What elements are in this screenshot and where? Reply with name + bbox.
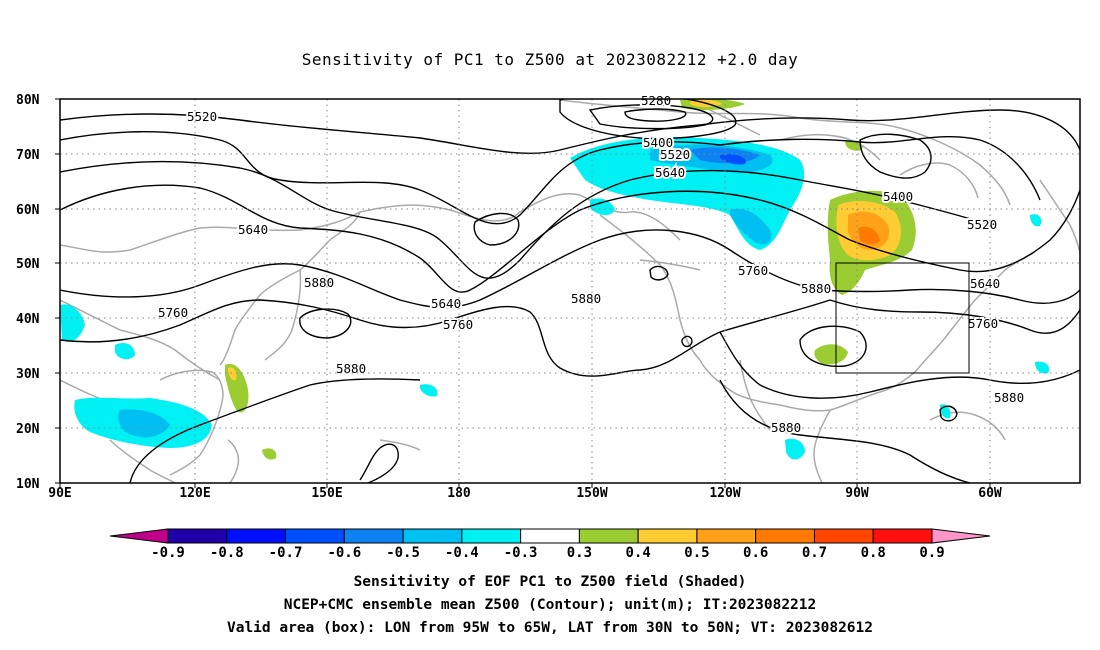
lon-label: 180 [447,486,471,501]
colorbar-swatch [813,528,874,544]
contour-label: 5880 [801,281,831,296]
contour-label: 5400 [643,135,673,150]
colorbar-swatch [755,528,815,544]
colorbar-label: 0.7 [802,545,827,561]
sensitivity-shading [60,99,1050,460]
colorbar-right-arrow [931,528,991,544]
caption-line-2: NCEP+CMC ensemble mean Z500 (Contour); u… [283,597,817,613]
contour-label: 5640 [431,296,461,311]
contour-labels: 5280 5400 5520 5640 5520 5640 5760 5880 … [156,91,1026,437]
contour-label: 5520 [967,217,997,232]
contour-label: 5880 [571,291,601,306]
contour-label: 5280 [641,93,671,108]
contour-label: 5880 [994,390,1024,405]
lat-label: 50N [16,257,40,272]
contour-label: 5520 [660,147,690,162]
colorbar-label: 0.8 [861,545,886,561]
lat-label: 60N [16,203,40,218]
lat-label: 70N [16,148,40,163]
colorbar: -0.9 -0.8 -0.7 -0.6 -0.5 -0.4 -0.3 0.3 0.4 0.5 0.6… [109,528,991,561]
colorbar-label: 0.6 [743,545,768,561]
colorbar-swatch [637,528,698,544]
map-title: Sensitivity of PC1 to Z500 at 2023082212… [301,50,799,69]
contour-label: 5760 [738,263,768,278]
lat-label: 20N [16,422,40,437]
colorbar-swatch [578,528,639,544]
contour-label: 5640 [970,276,1000,291]
lon-label: 120W [709,486,740,501]
contour-label: 5880 [336,361,366,376]
lon-label: 90E [48,486,71,501]
colorbar-swatch [226,528,287,544]
colorbar-swatch [285,528,345,544]
colorbar-swatch [461,528,522,544]
colorbar-label: -0.5 [386,545,420,561]
colorbar-swatch [402,528,463,544]
lon-label: 120E [179,486,210,501]
colorbar-label: -0.7 [269,545,303,561]
contour-label: 5760 [443,317,473,332]
lat-label: 80N [16,93,40,108]
colorbar-label: -0.6 [327,545,361,561]
contour-label: 5520 [187,109,217,124]
contours [60,99,1080,483]
colorbar-label: 0.3 [567,545,592,561]
colorbar-label: -0.9 [151,545,185,561]
colorbar-swatch [343,528,404,544]
gridlines [60,99,1080,483]
longitude-axis-labels: 90E 120E 150E 180 150W 120W 90W 60W [48,486,1002,501]
contour-label: 5400 [883,189,913,204]
caption-line-1: Sensitivity of EOF PC1 to Z500 field (Sh… [353,574,747,590]
contour-label: 5880 [304,275,334,290]
lat-label: 30N [16,367,40,382]
coastlines [60,99,1080,483]
lat-label: 40N [16,312,40,327]
colorbar-swatch [872,528,933,544]
lon-label: 150W [576,486,607,501]
latitude-axis-labels: 80N 70N 60N 50N 40N 30N 20N 10N [16,93,40,492]
colorbar-swatch [167,528,228,544]
valid-area-box [835,262,970,374]
contour-label: 5640 [655,165,685,180]
colorbar-label: 0.9 [919,545,944,561]
colorbar-swatch [696,528,757,544]
lon-label: 90W [845,486,869,501]
colorbar-label: 0.4 [626,545,651,561]
colorbar-label: 0.5 [684,545,709,561]
contour-label: 5640 [238,222,268,237]
colorbar-left-arrow [109,528,169,544]
colorbar-label: -0.4 [445,545,479,561]
lon-label: 150E [311,486,342,501]
caption-line-3: Valid area (box): LON from 95W to 65W, L… [226,620,873,636]
colorbar-label: -0.8 [210,545,244,561]
contour-label: 5760 [968,316,998,331]
lon-label: 60W [978,486,1002,501]
lat-label: 10N [16,477,40,492]
colorbar-label: -0.3 [504,545,538,561]
contour-label: 5760 [158,305,188,320]
colorbar-swatch [520,528,580,544]
map-frame [59,98,1081,484]
